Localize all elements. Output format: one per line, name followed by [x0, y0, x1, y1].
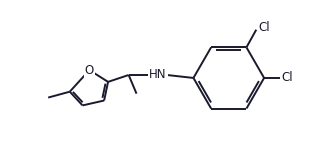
Text: O: O [85, 64, 94, 77]
Text: HN: HN [149, 69, 167, 81]
Text: Cl: Cl [282, 71, 294, 84]
Text: Cl: Cl [258, 21, 270, 34]
